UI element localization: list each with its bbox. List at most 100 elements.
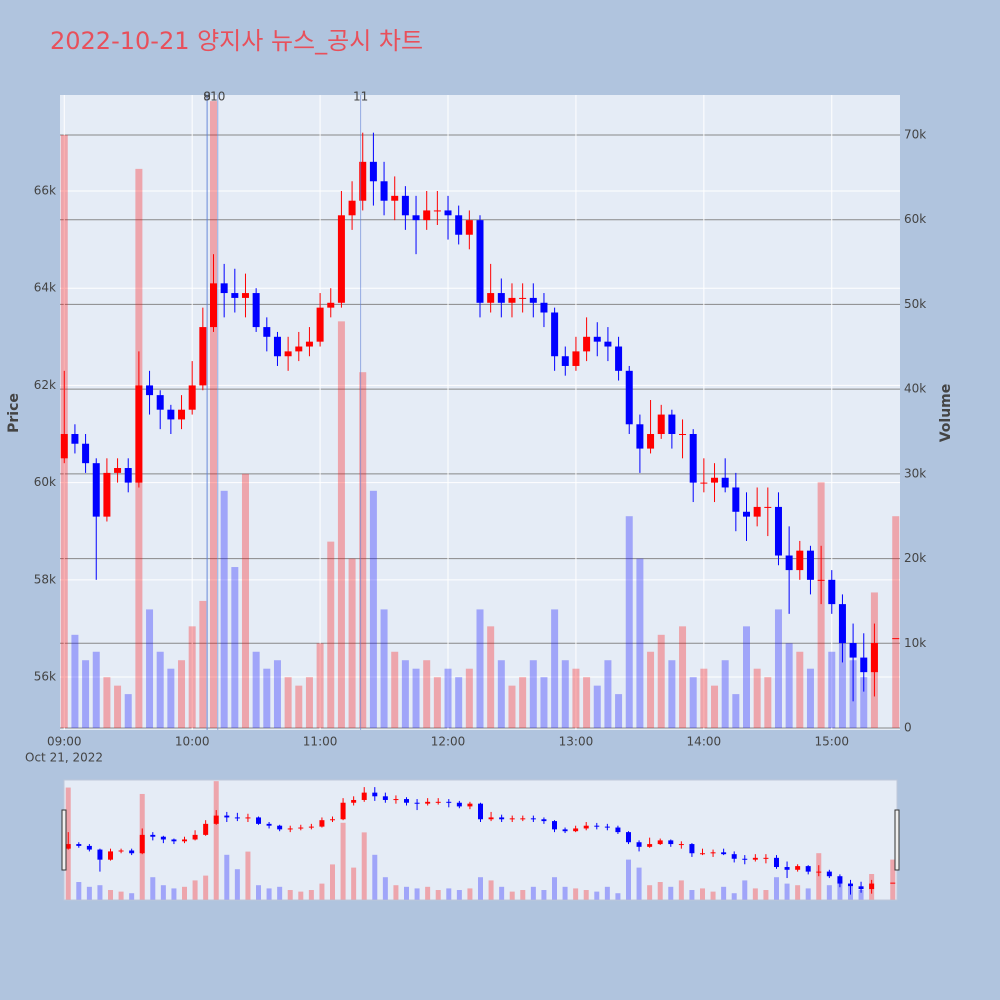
volume-bar xyxy=(508,685,516,729)
y2-tick-label: 20k xyxy=(904,551,926,565)
candle-body xyxy=(412,215,420,221)
candle-body xyxy=(298,827,304,829)
volume-bar xyxy=(838,626,846,729)
volume-bar xyxy=(752,888,758,900)
volume-bar xyxy=(266,888,272,900)
volume-bar xyxy=(108,890,114,900)
volume-bar xyxy=(241,473,249,729)
candle-body xyxy=(414,802,420,804)
volume-bar xyxy=(551,877,557,900)
volume-bar xyxy=(82,660,90,729)
volume-bar xyxy=(478,877,483,900)
candle-body xyxy=(467,803,473,807)
volume-bar xyxy=(583,677,591,729)
rangeslider-handle[interactable] xyxy=(894,809,900,871)
candle-body xyxy=(444,210,452,216)
volume-bar xyxy=(298,891,304,900)
candle-body xyxy=(562,829,568,832)
candle-body xyxy=(573,828,579,832)
volume-bar xyxy=(892,516,900,729)
volume-bar xyxy=(806,668,814,729)
volume-bar xyxy=(234,869,240,900)
annotation-label: 11 xyxy=(353,90,368,104)
candle-body xyxy=(540,302,548,313)
volume-bar xyxy=(657,634,665,729)
volume-bar xyxy=(721,886,727,900)
candle-body xyxy=(847,883,853,887)
volume-bar xyxy=(319,883,325,900)
volume-bar xyxy=(625,516,633,729)
y2-tick-label: 0 xyxy=(904,721,912,735)
volume-bar xyxy=(114,685,122,729)
candle-body xyxy=(456,802,462,807)
candle-body xyxy=(65,844,71,849)
volume-bar xyxy=(192,880,198,900)
plot-area xyxy=(60,95,900,730)
candle-body xyxy=(210,283,218,328)
candle-body xyxy=(805,866,811,872)
y2-tick-label: 70k xyxy=(904,127,926,141)
candle-body xyxy=(124,468,132,483)
candle-body xyxy=(425,801,431,804)
candle-body xyxy=(731,854,737,859)
volume-bar xyxy=(774,609,782,729)
candle-body xyxy=(446,801,452,803)
x-tick-label: 10:00 xyxy=(175,735,210,749)
volume-bar xyxy=(796,651,804,729)
candle-body xyxy=(668,840,674,845)
candle-body xyxy=(561,356,569,366)
candle-body xyxy=(252,293,260,328)
volume-bar xyxy=(401,660,409,729)
volume-bar xyxy=(412,668,420,729)
volume-bar xyxy=(287,890,293,900)
volume-bar xyxy=(828,651,836,729)
volume-bar xyxy=(561,660,569,729)
volume-bar xyxy=(348,558,356,729)
y-tick-label: 58k xyxy=(34,572,56,586)
candle-body xyxy=(583,825,589,829)
volume-bar xyxy=(71,634,79,729)
candle-body xyxy=(372,792,378,797)
volume-bar xyxy=(594,891,600,900)
volume-bar xyxy=(252,651,260,729)
volume-bar xyxy=(182,886,188,900)
volume-bar xyxy=(657,882,663,900)
candle-body xyxy=(721,852,727,855)
volume-bar xyxy=(380,609,388,729)
volume-bar xyxy=(330,864,336,900)
y-tick-label: 60k xyxy=(34,475,56,489)
candle-body xyxy=(689,844,695,854)
x-date-label: Oct 21, 2022 xyxy=(25,751,103,765)
y2-tick-label: 50k xyxy=(904,297,926,311)
candle-body xyxy=(615,827,621,833)
volume-bar xyxy=(817,482,825,729)
candle-body xyxy=(305,341,313,347)
candle-body xyxy=(763,857,769,859)
candle-body xyxy=(764,506,772,508)
candle-body xyxy=(752,857,758,860)
candle-body xyxy=(572,351,580,366)
candle-body xyxy=(135,385,143,483)
volume-bar xyxy=(668,886,674,900)
volume-bar xyxy=(156,651,164,729)
volume-bar xyxy=(245,851,251,900)
candle-body xyxy=(273,336,281,357)
volume-bar xyxy=(742,626,750,729)
candle-body xyxy=(828,579,836,605)
candle-body xyxy=(455,215,463,235)
candle-body xyxy=(858,886,864,890)
volume-bar xyxy=(316,643,324,729)
candle-body xyxy=(266,823,272,826)
rangeslider-handle[interactable] xyxy=(61,809,67,871)
candle-body xyxy=(139,834,145,854)
volume-bar xyxy=(487,626,495,729)
candle-body xyxy=(785,555,793,571)
volume-bar xyxy=(573,888,579,900)
volume-bar xyxy=(361,832,367,900)
volume-bar xyxy=(615,893,621,900)
candle-body xyxy=(435,801,441,803)
candle-body xyxy=(520,818,526,820)
candle-body xyxy=(795,866,801,870)
volume-bar xyxy=(593,685,601,729)
